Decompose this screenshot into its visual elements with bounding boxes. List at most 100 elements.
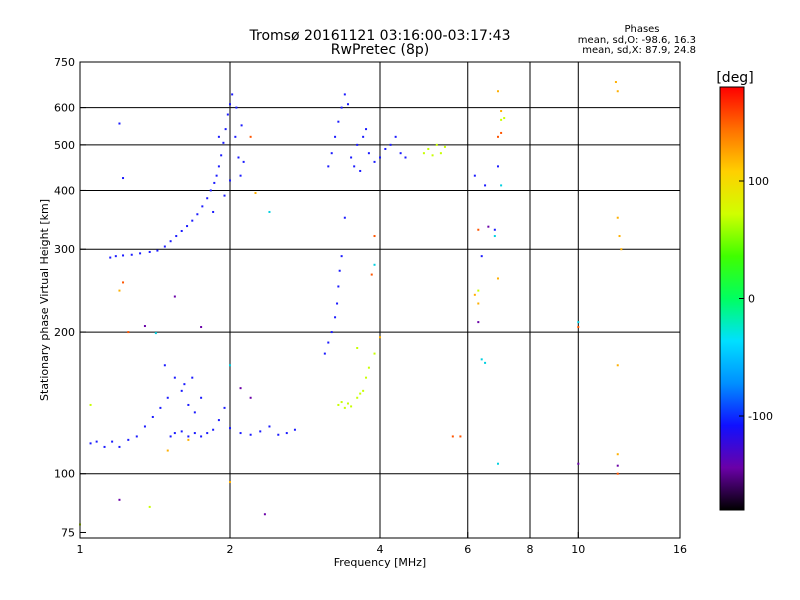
- data-point: [200, 435, 203, 438]
- data-point: [443, 145, 446, 148]
- colorbar-tick-label: -100: [748, 410, 773, 423]
- x-tick-label: 2: [227, 543, 234, 556]
- data-point: [175, 235, 178, 238]
- data-point: [323, 352, 326, 355]
- data-point: [577, 321, 580, 324]
- y-tick-label: 400: [54, 184, 75, 197]
- data-point: [239, 432, 242, 435]
- data-point: [139, 252, 142, 255]
- data-point: [422, 152, 425, 155]
- data-point: [114, 255, 117, 258]
- data-point: [503, 117, 506, 120]
- data-point: [327, 341, 330, 344]
- chart-title: Tromsø 20161121 03:16:00-03:17:43: [249, 28, 511, 44]
- x-tick-label: 4: [377, 543, 384, 556]
- data-point: [229, 103, 231, 106]
- data-point: [330, 331, 333, 334]
- data-point: [356, 346, 359, 349]
- data-point: [337, 120, 340, 123]
- data-point: [166, 449, 169, 452]
- data-point: [186, 225, 189, 228]
- data-point: [373, 352, 376, 355]
- data-point: [484, 361, 487, 364]
- y-tick-label: 750: [54, 56, 75, 69]
- data-point: [148, 250, 151, 253]
- data-point: [614, 81, 617, 84]
- colorbar-label: [deg]: [716, 70, 753, 86]
- data-point: [201, 205, 204, 208]
- phase-stats-o: mean, sd,O: -98.6, 16.3: [578, 35, 696, 46]
- data-point: [384, 147, 387, 150]
- data-point: [206, 432, 209, 435]
- data-point: [159, 406, 162, 409]
- x-tick-label: 10: [571, 543, 585, 556]
- data-point: [148, 505, 151, 508]
- data-point: [212, 210, 215, 213]
- data-point: [459, 435, 462, 438]
- data-point: [217, 135, 220, 138]
- data-point: [237, 156, 240, 159]
- data-point: [616, 364, 619, 367]
- data-point: [493, 228, 496, 231]
- data-point: [346, 103, 349, 106]
- data-point: [109, 256, 112, 259]
- data-point: [242, 160, 245, 163]
- data-point: [577, 462, 580, 465]
- data-point: [127, 438, 130, 441]
- data-point: [496, 165, 499, 168]
- y-tick-label: 300: [54, 243, 75, 256]
- data-point: [103, 445, 106, 448]
- data-point: [259, 430, 262, 433]
- y-tick-label: 100: [54, 468, 75, 481]
- data-point: [343, 216, 346, 219]
- data-point: [373, 263, 376, 266]
- colorbar-tick-label: 100: [748, 175, 769, 188]
- data-point: [480, 358, 483, 361]
- x-tick-label: 8: [527, 543, 534, 556]
- data-point: [127, 331, 130, 334]
- x-tick-label: 1: [77, 543, 84, 556]
- data-point: [229, 427, 231, 430]
- data-point: [156, 249, 159, 252]
- data-point: [89, 403, 92, 406]
- data-point: [209, 189, 212, 192]
- data-point: [111, 440, 114, 443]
- data-point: [500, 118, 503, 121]
- data-point: [435, 143, 438, 146]
- data-point: [359, 169, 362, 172]
- data-point: [249, 135, 252, 138]
- data-point: [217, 419, 220, 422]
- data-point: [367, 366, 370, 369]
- data-point: [183, 383, 186, 386]
- data-point: [477, 302, 480, 305]
- x-tick-label: 16: [673, 543, 687, 556]
- data-point: [226, 113, 229, 116]
- data-point: [285, 432, 288, 435]
- x-axis-label: Frequency [MHz]: [334, 556, 426, 569]
- data-point: [249, 433, 252, 436]
- y-tick-label: 75: [61, 526, 75, 539]
- data-point: [130, 253, 133, 256]
- data-point: [240, 124, 243, 127]
- colorbar-tick-label: 0: [748, 293, 755, 306]
- data-point: [477, 289, 480, 292]
- data-point: [95, 440, 98, 443]
- x-tick-label: 6: [464, 543, 471, 556]
- data-point: [496, 135, 499, 138]
- data-point: [399, 152, 402, 155]
- data-point: [340, 401, 343, 404]
- data-point: [169, 240, 172, 243]
- data-point: [122, 177, 125, 180]
- data-point: [350, 156, 353, 159]
- data-point: [263, 513, 266, 516]
- data-point: [180, 229, 183, 232]
- data-point: [220, 154, 223, 157]
- data-point: [187, 438, 190, 441]
- data-point: [254, 192, 257, 195]
- data-point: [143, 325, 146, 328]
- data-point: [249, 396, 252, 399]
- data-point: [235, 106, 238, 109]
- data-point: [500, 131, 503, 134]
- data-point: [487, 225, 490, 228]
- data-point: [196, 213, 199, 216]
